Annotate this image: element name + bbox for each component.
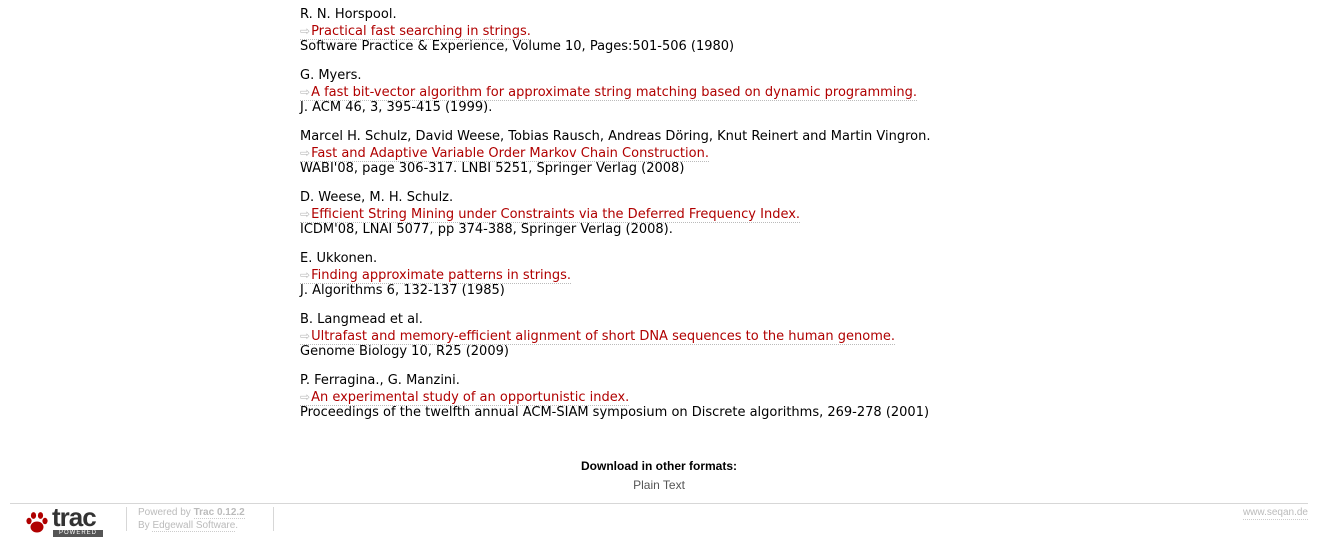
reference-authors: B. Langmead et al.	[300, 312, 423, 327]
reference-title: An experimental study of an opportunisti…	[311, 390, 630, 405]
reference-title-link[interactable]: ⇨A fast bit-vector algorithm for approxi…	[300, 85, 918, 101]
reference-source: Proceedings of the twelfth annual ACM-SI…	[300, 405, 930, 420]
reference-title: Fast and Adaptive Variable Order Markov …	[311, 146, 709, 161]
external-link-icon: ⇨	[300, 268, 311, 282]
site-link[interactable]: www.seqan.de	[1242, 507, 1308, 520]
reference-title: Ultrafast and memory-efficient alignment…	[311, 329, 895, 344]
powered-by-text: Powered by Trac 0.12.2 By Edgewall Softw…	[138, 506, 245, 532]
references-list: R. N. Horspool. ⇨Practical fast searchin…	[300, 7, 1280, 434]
reference-title-link[interactable]: ⇨Fast and Adaptive Variable Order Markov…	[300, 146, 709, 162]
reference-title-link[interactable]: ⇨An experimental study of an opportunist…	[300, 390, 630, 406]
edgewall-link[interactable]: Edgewall Software	[152, 520, 236, 532]
reference-source: ICDM'08, LNAI 5077, pp 374-388, Springer…	[300, 222, 673, 237]
reference-item: E. Ukkonen. ⇨Finding approximate pattern…	[300, 251, 1280, 299]
reference-title-link[interactable]: ⇨Ultrafast and memory-efficient alignmen…	[300, 329, 895, 345]
reference-item: G. Myers. ⇨A fast bit-vector algorithm f…	[300, 68, 1280, 116]
reference-authors: Marcel H. Schulz, David Weese, Tobias Ra…	[300, 129, 931, 144]
external-link-icon: ⇨	[300, 24, 311, 38]
reference-item: B. Langmead et al. ⇨Ultrafast and memory…	[300, 312, 1280, 360]
alternate-formats: Download in other formats: Plain Text	[0, 458, 1318, 493]
external-link-icon: ⇨	[300, 85, 311, 99]
reference-title: Finding approximate patterns in strings.	[311, 268, 572, 283]
logo-text: trac	[52, 502, 97, 532]
footer: trac POWERED Powered by Trac 0.12.2 By E…	[10, 502, 1308, 550]
reference-authors: D. Weese, M. H. Schulz.	[300, 190, 454, 205]
footer-divider	[273, 507, 274, 531]
external-link-icon: ⇨	[300, 329, 311, 343]
footer-divider	[126, 507, 127, 531]
reference-title-link[interactable]: ⇨Finding approximate patterns in strings…	[300, 268, 572, 284]
reference-title: Efficient String Mining under Constraint…	[311, 207, 801, 222]
reference-source: Software Practice & Experience, Volume 1…	[300, 39, 735, 54]
reference-source: J. Algorithms 6, 132-137 (1985)	[300, 283, 505, 298]
reference-authors: G. Myers.	[300, 68, 362, 83]
reference-title: Practical fast searching in strings.	[311, 24, 531, 39]
external-link-icon: ⇨	[300, 207, 311, 221]
reference-source: Genome Biology 10, R25 (2009)	[300, 344, 509, 359]
external-link-icon: ⇨	[300, 390, 311, 404]
reference-authors: E. Ukkonen.	[300, 251, 378, 266]
logo-powered-badge: POWERED	[53, 530, 103, 537]
reference-title: A fast bit-vector algorithm for approxim…	[311, 85, 918, 100]
paw-icon	[26, 512, 48, 533]
downloads-heading: Download in other formats:	[581, 459, 737, 473]
vendor-suffix: .	[235, 520, 239, 531]
reference-item: Marcel H. Schulz, David Weese, Tobias Ra…	[300, 129, 1280, 177]
reference-item: P. Ferragina., G. Manzini. ⇨An experimen…	[300, 373, 1280, 421]
reference-title-link[interactable]: ⇨Efficient String Mining under Constrain…	[300, 207, 801, 223]
reference-authors: P. Ferragina., G. Manzini.	[300, 373, 460, 388]
reference-authors: R. N. Horspool.	[300, 7, 397, 22]
by-prefix: By	[138, 520, 153, 531]
reference-item: D. Weese, M. H. Schulz. ⇨Efficient Strin…	[300, 190, 1280, 238]
reference-item: R. N. Horspool. ⇨Practical fast searchin…	[300, 7, 1280, 55]
reference-source: WABI'08, page 306-317. LNBI 5251, Spring…	[300, 161, 685, 176]
trac-version-link[interactable]: Trac 0.12.2	[193, 507, 245, 519]
trac-logo[interactable]: trac POWERED	[24, 502, 116, 538]
powered-by-prefix: Powered by	[138, 507, 194, 518]
reference-title-link[interactable]: ⇨Practical fast searching in strings.	[300, 24, 531, 40]
plain-text-download-link[interactable]: Plain Text	[633, 478, 685, 492]
reference-source: J. ACM 46, 3, 395-415 (1999).	[300, 100, 493, 115]
external-link-icon: ⇨	[300, 146, 311, 160]
